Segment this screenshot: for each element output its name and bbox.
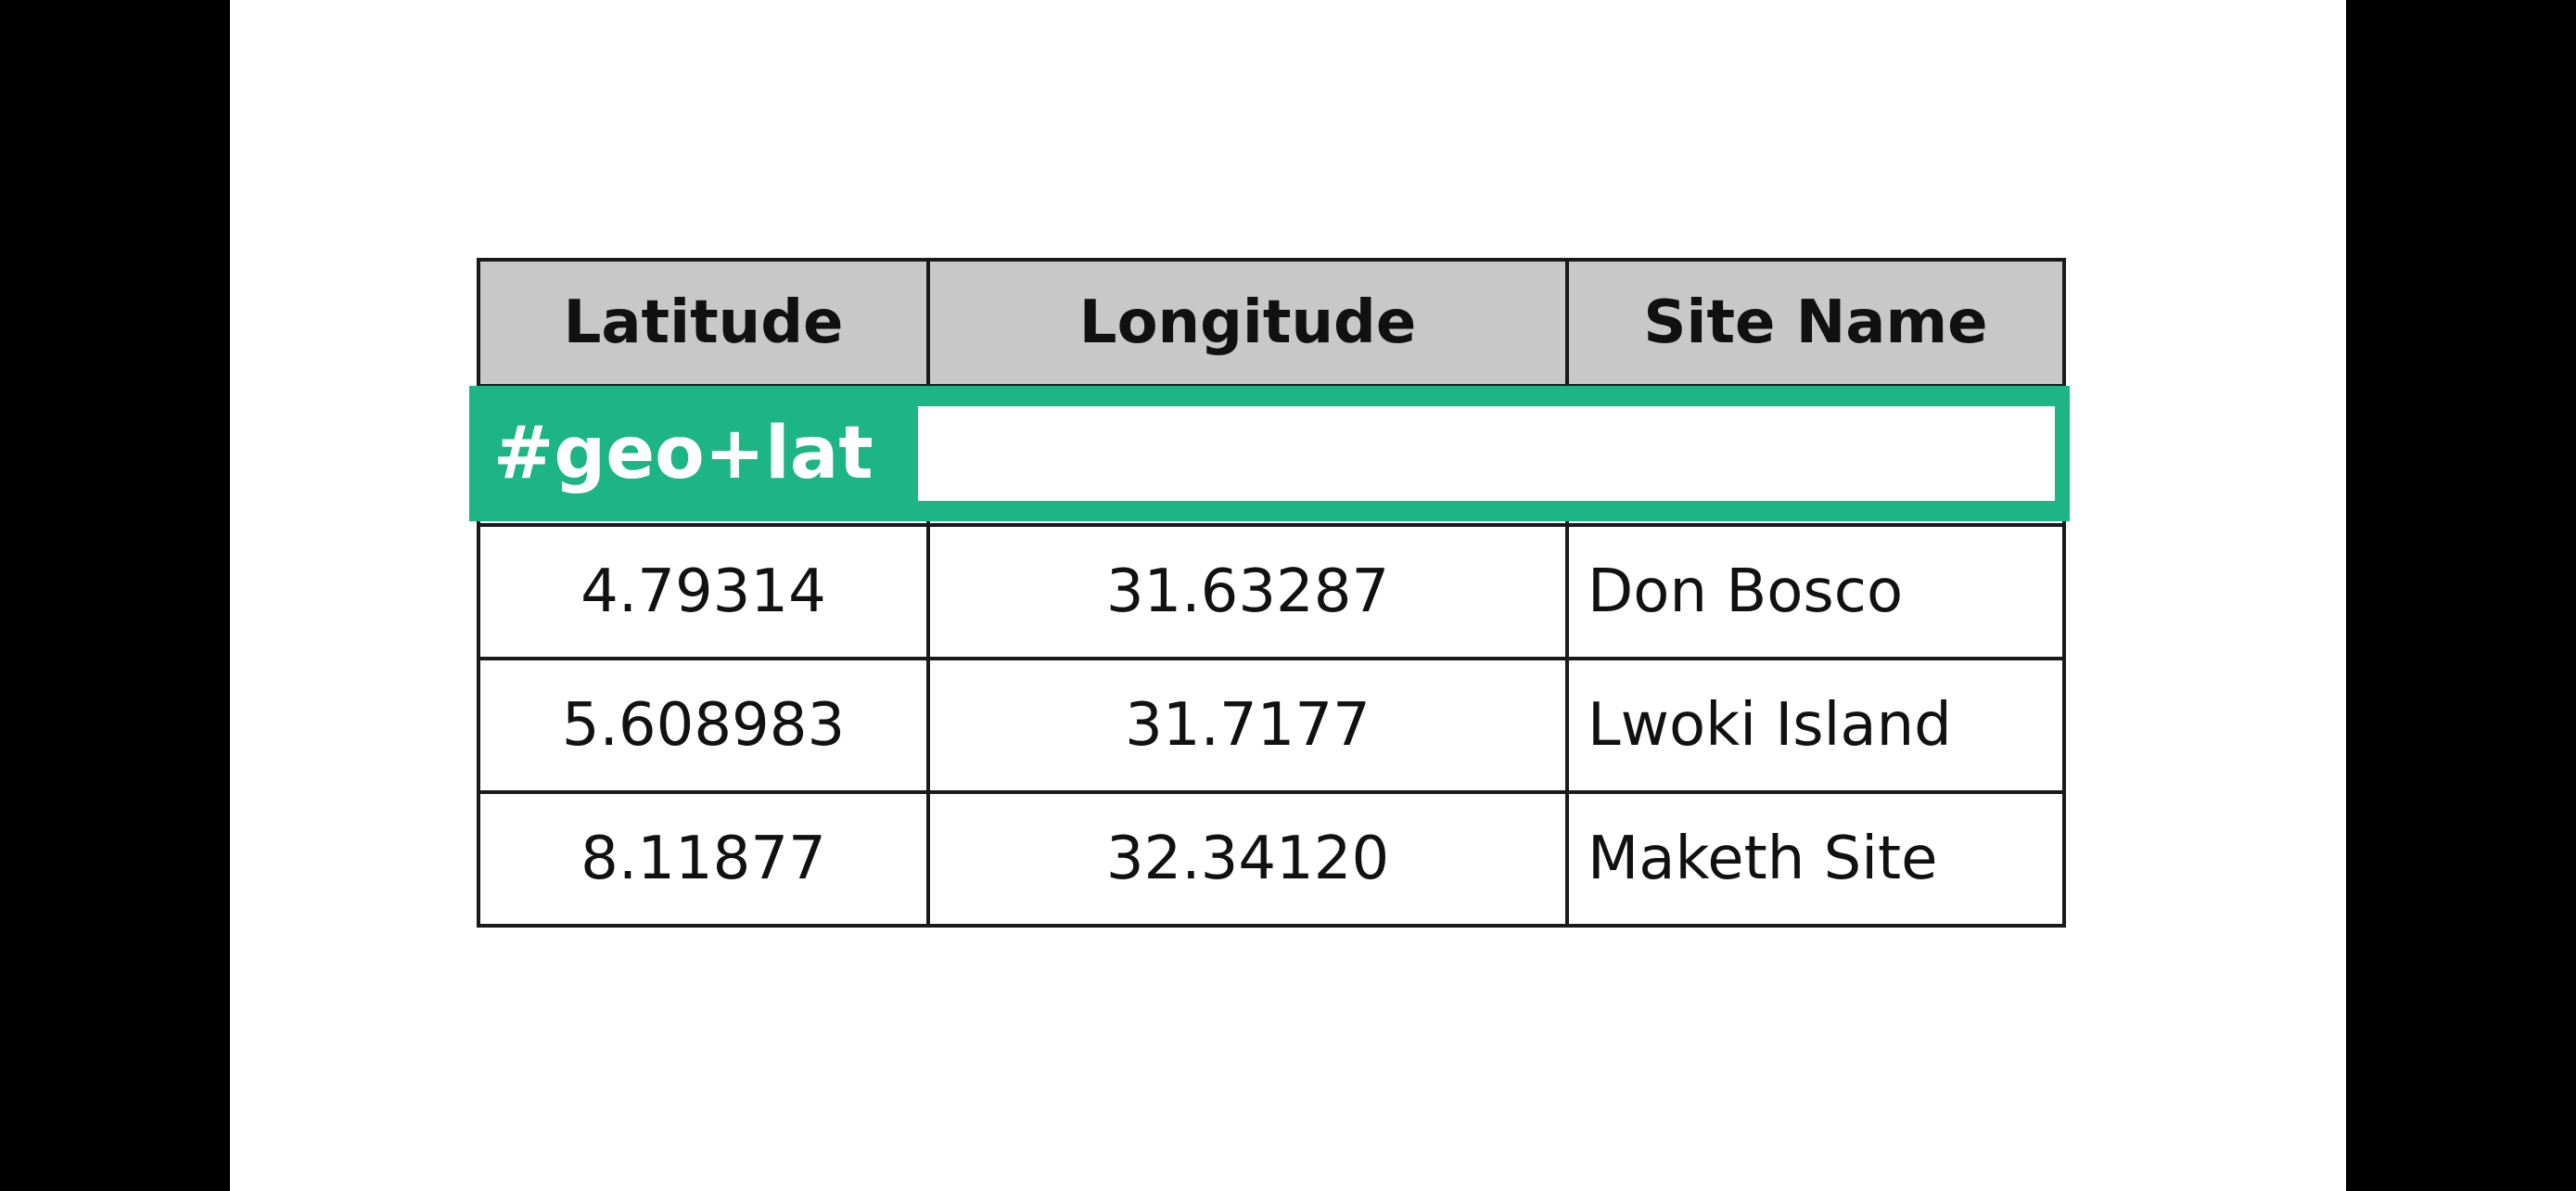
hashtag-banner: #geo+lat [469, 386, 2070, 521]
header-site-name: Site Name [1565, 258, 2066, 388]
cell-latitude: 5.608983 [477, 657, 930, 794]
header-row: Latitude Longitude Site Name [477, 258, 2066, 388]
hashtag-input-field [918, 406, 2055, 501]
table-row: 4.79314 31.63287 Don Bosco [477, 523, 2066, 660]
table-row: 5.608983 31.7177 Lwoki Island [477, 657, 2066, 794]
cell-site-name: Lwoki Island [1565, 657, 2066, 794]
cell-latitude: 4.79314 [477, 523, 930, 660]
hashtag-label: #geo+lat [493, 412, 874, 495]
cell-longitude: 31.63287 [926, 523, 1569, 660]
cell-site-name: Maketh Site [1565, 790, 2066, 928]
slide-canvas: Latitude Longitude Site Name 4.79314 31.… [230, 0, 2346, 1191]
cell-latitude: 8.11877 [477, 790, 930, 928]
cell-longitude: 32.34120 [926, 790, 1569, 928]
location-table: Latitude Longitude Site Name 4.79314 31.… [477, 258, 2066, 928]
cell-site-name: Don Bosco [1565, 523, 2066, 660]
cell-longitude: 31.7177 [926, 657, 1569, 794]
header-longitude: Longitude [926, 258, 1569, 388]
table-row: 8.11877 32.34120 Maketh Site [477, 790, 2066, 928]
header-latitude: Latitude [477, 258, 930, 388]
